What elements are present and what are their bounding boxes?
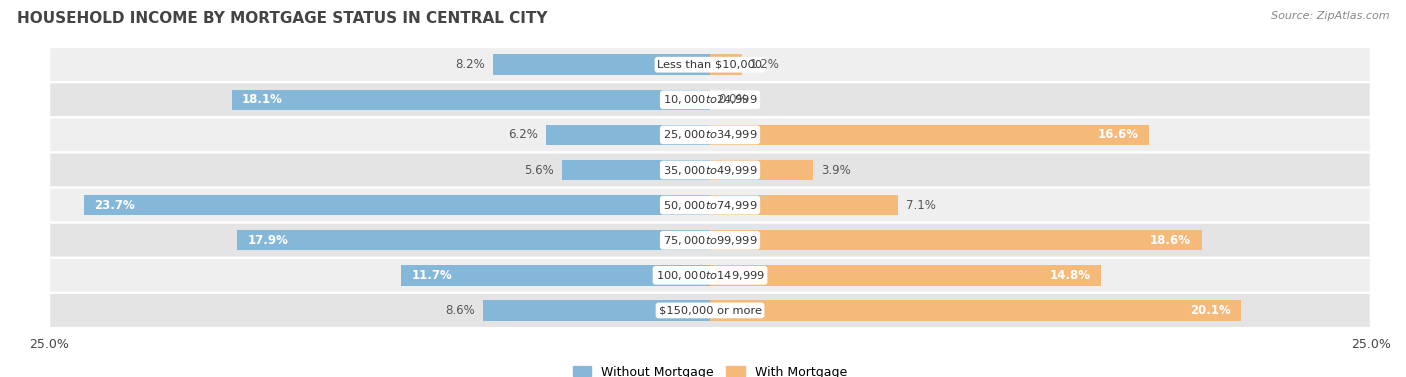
Text: 14.8%: 14.8% — [1050, 269, 1091, 282]
FancyBboxPatch shape — [49, 293, 1371, 328]
Text: 23.7%: 23.7% — [94, 199, 135, 211]
Text: $10,000 to $24,999: $10,000 to $24,999 — [662, 93, 758, 106]
Bar — [710, 160, 813, 180]
Text: $100,000 to $149,999: $100,000 to $149,999 — [655, 269, 765, 282]
FancyBboxPatch shape — [49, 223, 1371, 258]
Legend: Without Mortgage, With Mortgage: Without Mortgage, With Mortgage — [568, 360, 852, 377]
FancyBboxPatch shape — [49, 188, 1371, 223]
Text: 8.6%: 8.6% — [446, 304, 475, 317]
Text: 18.1%: 18.1% — [242, 93, 283, 106]
FancyBboxPatch shape — [49, 117, 1371, 152]
Text: 5.6%: 5.6% — [524, 164, 554, 176]
Bar — [710, 300, 1241, 320]
Bar — [710, 125, 1149, 145]
FancyBboxPatch shape — [49, 258, 1371, 293]
Text: 20.1%: 20.1% — [1189, 304, 1230, 317]
FancyBboxPatch shape — [49, 152, 1371, 188]
Text: $35,000 to $49,999: $35,000 to $49,999 — [662, 164, 758, 176]
Bar — [710, 230, 1202, 250]
Bar — [546, 125, 710, 145]
Text: 6.2%: 6.2% — [509, 129, 538, 141]
Bar — [401, 265, 710, 285]
Text: 11.7%: 11.7% — [412, 269, 453, 282]
Text: 3.9%: 3.9% — [821, 164, 851, 176]
FancyBboxPatch shape — [49, 47, 1371, 82]
Bar — [236, 230, 710, 250]
Text: $25,000 to $34,999: $25,000 to $34,999 — [662, 129, 758, 141]
Bar — [710, 195, 897, 215]
Bar — [494, 55, 710, 75]
Text: 8.2%: 8.2% — [456, 58, 485, 71]
Text: HOUSEHOLD INCOME BY MORTGAGE STATUS IN CENTRAL CITY: HOUSEHOLD INCOME BY MORTGAGE STATUS IN C… — [17, 11, 547, 26]
Text: 1.2%: 1.2% — [749, 58, 779, 71]
Bar — [710, 265, 1101, 285]
Text: $150,000 or more: $150,000 or more — [658, 305, 762, 316]
Text: Source: ZipAtlas.com: Source: ZipAtlas.com — [1271, 11, 1389, 21]
Text: $50,000 to $74,999: $50,000 to $74,999 — [662, 199, 758, 211]
Bar — [710, 55, 742, 75]
Bar — [232, 90, 710, 110]
Text: 7.1%: 7.1% — [905, 199, 935, 211]
FancyBboxPatch shape — [49, 82, 1371, 117]
Text: $75,000 to $99,999: $75,000 to $99,999 — [662, 234, 758, 247]
Text: Less than $10,000: Less than $10,000 — [658, 60, 762, 70]
Bar — [83, 195, 710, 215]
Text: 16.6%: 16.6% — [1097, 129, 1139, 141]
Text: 18.6%: 18.6% — [1150, 234, 1191, 247]
Bar — [482, 300, 710, 320]
Text: 17.9%: 17.9% — [247, 234, 288, 247]
Text: 0.0%: 0.0% — [718, 93, 748, 106]
Bar — [562, 160, 710, 180]
